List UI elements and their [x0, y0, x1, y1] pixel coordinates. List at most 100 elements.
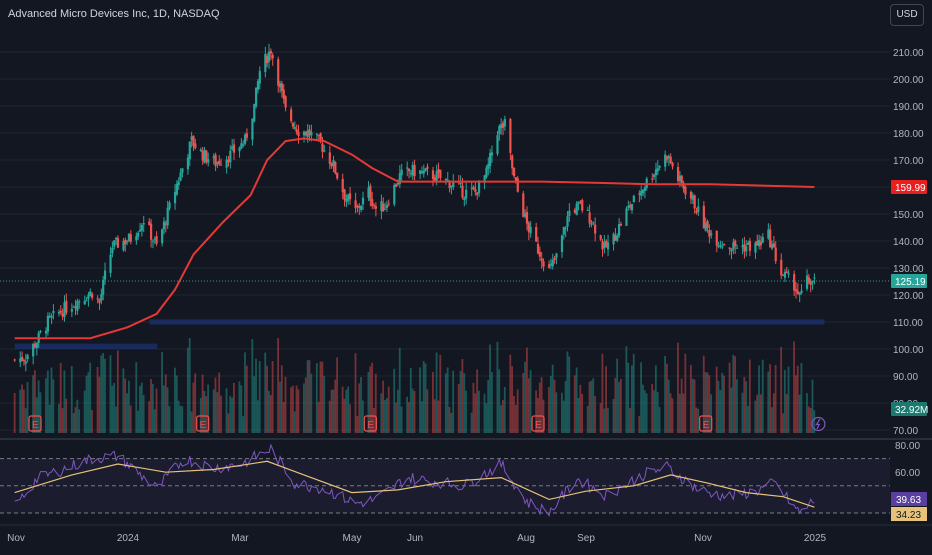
earnings-marker [363, 415, 377, 432]
volume-bar [409, 367, 412, 433]
candle-body [280, 83, 284, 91]
candle-body [759, 241, 763, 246]
volume-bar [527, 378, 530, 433]
volume-bar [457, 383, 460, 433]
time-tick-label: Sep [577, 533, 595, 544]
volume-bar [334, 379, 337, 433]
volume-bar [551, 364, 554, 433]
candle-body [516, 178, 519, 192]
volume-bar [811, 379, 814, 433]
volume-bar [513, 395, 515, 433]
candle-body [109, 254, 112, 273]
candle-body [691, 195, 694, 200]
candle-body [811, 280, 814, 283]
candle-body [728, 247, 731, 249]
volume-bar [39, 392, 42, 433]
candle-body [630, 203, 634, 211]
volume-bar [605, 366, 608, 433]
earnings-marker [531, 415, 545, 432]
price-tick-label: 110.00 [893, 318, 923, 329]
volume-bar [669, 393, 672, 433]
volume-bar [140, 382, 143, 433]
volume-bar [748, 359, 751, 433]
candle-body [474, 188, 477, 192]
candle-body [704, 223, 707, 231]
time-tick-label: Jun [407, 533, 423, 544]
candle-body [547, 264, 551, 268]
currency-button[interactable]: USD [890, 4, 924, 26]
candle-body [214, 154, 217, 167]
candle-body [148, 221, 151, 225]
candle-body [116, 237, 120, 248]
volume-bar [229, 396, 232, 433]
volume-bar [116, 350, 119, 433]
volume-bar [592, 378, 595, 433]
candle-body [758, 239, 761, 247]
candle-body [126, 241, 129, 243]
volume-value-tag-bg [891, 402, 927, 416]
volume-bar [627, 362, 630, 433]
candle-body [177, 181, 180, 186]
candle-body [413, 164, 416, 177]
volume-bar [227, 413, 230, 433]
volume-bar [354, 353, 357, 433]
volume-bar [568, 356, 571, 433]
volume-bar [463, 373, 466, 433]
volume-bar [470, 412, 473, 433]
time-tick-label: Mar [231, 533, 249, 544]
volume-bar [297, 389, 300, 433]
candle-body [787, 272, 790, 275]
volume-bar [516, 389, 519, 433]
candle-body [695, 210, 698, 213]
volume-bar [369, 366, 372, 433]
volume-bar [426, 389, 429, 433]
volume-bar [691, 378, 694, 433]
volume-bar [343, 398, 346, 433]
volume-bar [509, 354, 512, 433]
candle-body [216, 162, 219, 165]
candle-body [435, 171, 438, 181]
candle-body [653, 174, 656, 178]
volume-bar [35, 397, 38, 433]
candle-body [188, 141, 191, 160]
candle-body [697, 206, 700, 212]
volume-bar [693, 379, 696, 433]
candle-body [477, 180, 481, 194]
volume-bar [216, 392, 219, 433]
volume-bar [785, 394, 788, 433]
earnings-marker-label: E [367, 420, 374, 431]
candle-body [91, 293, 94, 298]
candle-body [255, 87, 258, 107]
candle-body [708, 229, 711, 237]
volume-bar [269, 395, 272, 433]
candle-body [476, 192, 479, 195]
volume-bar [21, 384, 23, 433]
volume-bar [629, 407, 631, 433]
candle-body [232, 144, 236, 153]
candle-body [385, 205, 389, 209]
dividend-marker-icon [811, 416, 826, 432]
candle-body [420, 171, 424, 174]
candle-body [149, 223, 153, 240]
earnings-marker [196, 415, 210, 432]
candle-body [721, 246, 724, 248]
volume-bar [671, 398, 674, 433]
volume-bar [806, 393, 808, 433]
volume-bar [656, 392, 659, 433]
volume-bar [702, 355, 705, 433]
candle-body [127, 233, 131, 241]
volume-bar [581, 393, 584, 433]
candle-body [651, 178, 654, 180]
volume-bar [420, 401, 423, 433]
candle-body [501, 122, 505, 128]
candle-body [242, 144, 245, 146]
volume-bar [411, 388, 414, 433]
volume-bar [586, 405, 589, 433]
volume-bar [256, 400, 259, 433]
volume-bar [502, 399, 504, 433]
candle-body [258, 70, 261, 84]
candle-body [581, 200, 584, 211]
volume-bar [13, 392, 16, 433]
volume-bar [373, 408, 375, 433]
